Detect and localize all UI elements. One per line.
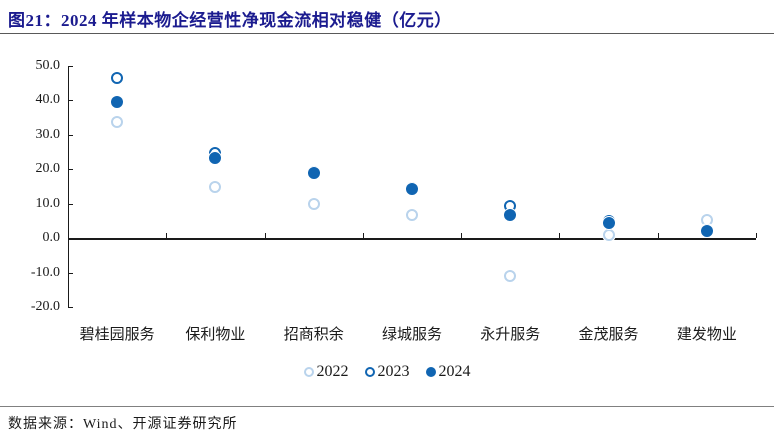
data-point-2024 <box>504 208 517 221</box>
y-axis-tick <box>68 100 73 101</box>
y-axis-tick <box>68 203 73 205</box>
legend-label: 2024 <box>438 363 471 380</box>
x-axis-tick <box>166 233 168 238</box>
x-axis-category-label: 建发物业 <box>676 327 737 343</box>
data-point-2023 <box>111 71 124 84</box>
data-point-2022 <box>111 116 124 129</box>
x-axis-tick <box>657 233 659 238</box>
legend-label: 2022 <box>316 363 349 380</box>
data-point-2024 <box>307 166 320 179</box>
y-axis-tick <box>68 65 73 67</box>
legend-item-2023: 2023 <box>364 363 410 381</box>
data-point-2024 <box>209 151 222 164</box>
y-axis-tick-label: 40.0 <box>35 92 61 107</box>
x-axis-category-label: 永升服务 <box>480 327 541 343</box>
footer-divider <box>0 406 774 407</box>
y-axis-tick-label: -10.0 <box>30 264 60 280</box>
data-point-2024 <box>406 182 418 195</box>
data-point-2024 <box>700 225 713 238</box>
y-axis-tick <box>68 272 73 274</box>
y-axis-tick-label: 20.0 <box>35 161 61 176</box>
y-axis-tick-label: 10.0 <box>35 195 61 211</box>
data-point-2024 <box>111 96 124 109</box>
y-axis-tick <box>68 169 73 170</box>
x-axis-category-label: 保利物业 <box>185 327 246 343</box>
y-axis-tick-label: 30.0 <box>35 126 61 142</box>
y-axis-line <box>68 65 69 307</box>
x-axis-category-label: 招商积余 <box>283 327 344 343</box>
chart-title: 图21：2024 年样本物企经营性净现金流相对稳健（亿元） <box>8 11 452 30</box>
x-axis-category-label: 金茂服务 <box>578 327 639 343</box>
data-point-2024 <box>602 216 615 229</box>
y-axis-tick <box>68 134 73 136</box>
legend-label: 2023 <box>377 363 410 380</box>
x-axis-category-label: 绿城服务 <box>381 327 442 343</box>
chart-legend: 2022 2023 2024 <box>0 363 774 381</box>
data-point-2022 <box>307 197 320 210</box>
x-axis-tick <box>362 233 364 238</box>
y-axis-tick-label: 0.0 <box>42 230 61 245</box>
x-axis-zero-line <box>68 238 756 240</box>
y-axis-tick <box>68 307 73 308</box>
x-axis-tick <box>461 233 463 238</box>
open-circle-icon <box>364 367 375 377</box>
title-divider <box>0 33 774 34</box>
data-point-2022 <box>602 228 615 241</box>
data-point-2022 <box>406 208 418 221</box>
y-axis-tick <box>68 238 73 239</box>
filled-circle-icon <box>425 367 436 377</box>
legend-item-2022: 2022 <box>303 363 349 381</box>
open-circle-icon <box>303 367 314 377</box>
x-axis-tick <box>559 233 561 238</box>
data-source-note: 数据来源：Wind、开源证券研究所 <box>8 417 238 432</box>
data-point-2022 <box>504 269 517 282</box>
y-axis-tick-label: 50.0 <box>35 57 61 73</box>
data-point-2022 <box>209 180 222 193</box>
legend-item-2024: 2024 <box>425 363 471 381</box>
x-axis-category-label: 碧桂园服务 <box>79 327 155 343</box>
x-axis-tick <box>756 233 757 238</box>
y-axis-tick-label: -20.0 <box>30 299 60 314</box>
x-axis-tick <box>264 233 266 238</box>
